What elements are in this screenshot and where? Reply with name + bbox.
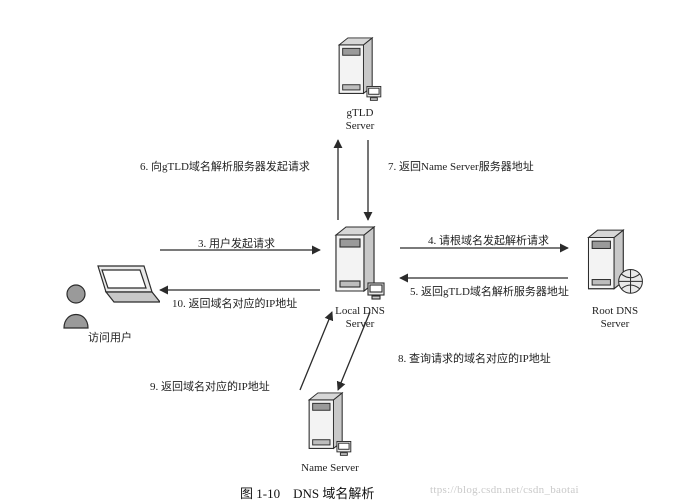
edge-label-4: 4. 请根域名发起解析请求: [428, 232, 549, 248]
edge-label-8: 8. 查询请求的域名对应的IP地址: [398, 350, 551, 366]
node-user: 访问用户: [55, 260, 165, 345]
watermark-text: ttps://blog.csdn.net/csdn_baotai: [430, 484, 579, 496]
node-localdns-label: Local DNSServer: [320, 305, 400, 330]
server-icon: [304, 390, 356, 460]
node-localdns: Local DNSServer: [320, 225, 400, 330]
node-rootdns: Root DNSServer: [570, 225, 660, 330]
server-icon: [330, 225, 390, 303]
node-user-label: 访问用户: [55, 332, 165, 345]
node-gtld-label: gTLDServer: [320, 107, 400, 132]
node-gtld: gTLDServer: [320, 35, 400, 132]
edge-label-9: 9. 返回域名对应的IP地址: [150, 378, 270, 394]
user-laptop-icon: [60, 260, 160, 330]
server-globe-icon: [583, 225, 647, 303]
edge-label-3: 3. 用户发起请求: [198, 235, 275, 251]
edge-label-10: 10. 返回域名对应的IP地址: [172, 295, 297, 311]
node-ns: Name Server: [290, 390, 370, 475]
edge-label-5: 5. 返回gTLD域名解析服务器地址: [410, 283, 569, 299]
node-rootdns-label: Root DNSServer: [570, 305, 660, 330]
node-ns-label: Name Server: [290, 462, 370, 475]
edge-label-6: 6. 向gTLD域名解析服务器发起请求: [140, 158, 310, 174]
server-icon: [334, 35, 386, 105]
edge-label-7: 7. 返回Name Server服务器地址: [388, 158, 534, 174]
diagram-canvas: 访问用户 Local DNSServer: [0, 0, 700, 500]
figure-caption: 图 1-10 DNS 域名解析: [240, 483, 374, 500]
